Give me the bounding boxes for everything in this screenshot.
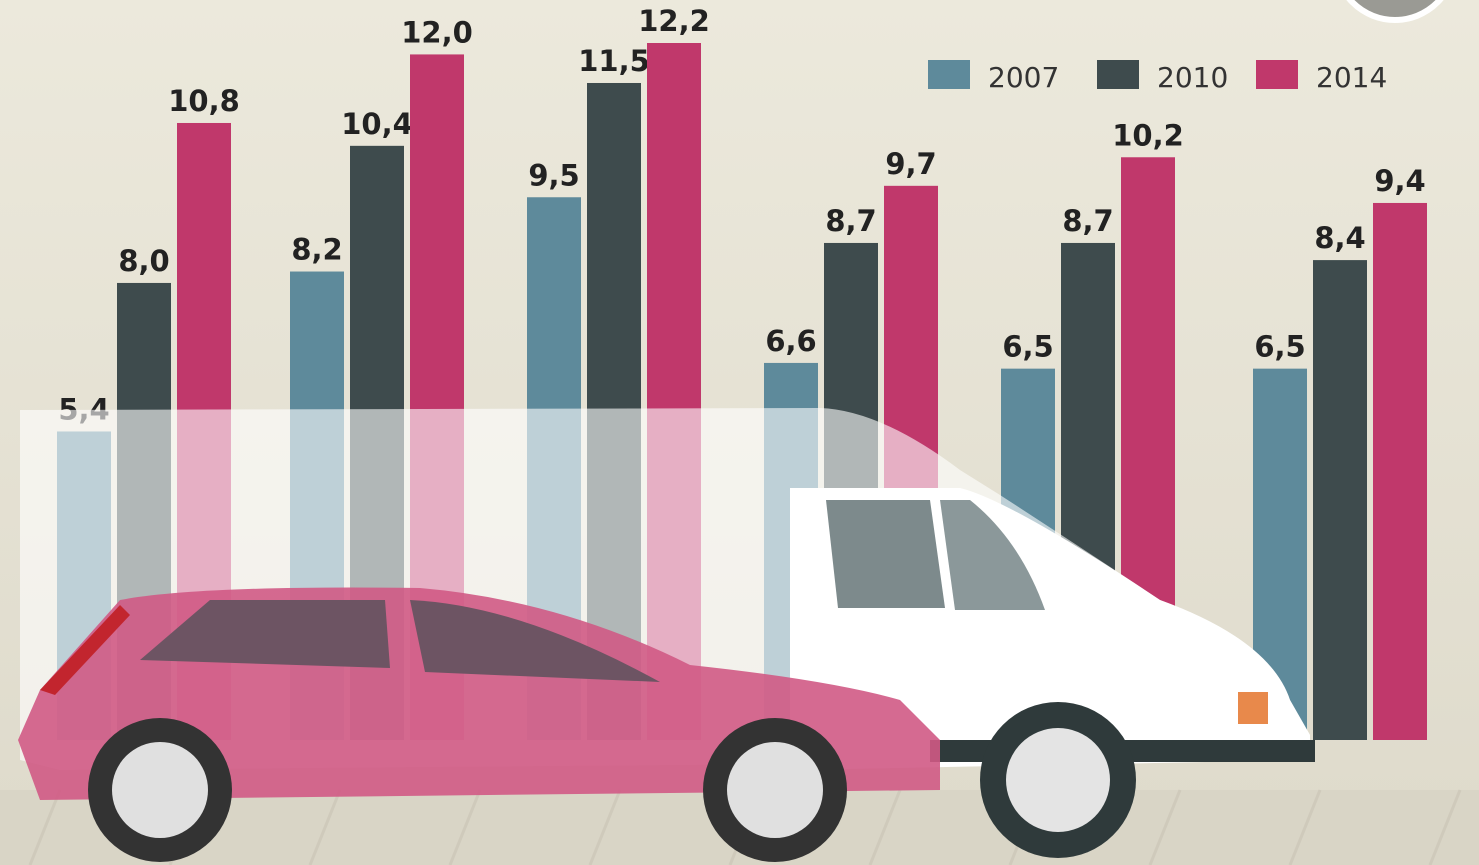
value-label: 12,0 (401, 15, 473, 49)
legend-label: 2014 (1316, 61, 1387, 94)
legend: 2007 2010 2014 (928, 60, 1387, 94)
value-label: 9,4 (1374, 164, 1425, 198)
value-label: 8,0 (118, 244, 169, 278)
legend-label: 2007 (988, 61, 1059, 94)
bar (1313, 260, 1367, 740)
value-label: 6,6 (765, 324, 816, 358)
bar (1373, 203, 1427, 740)
value-label: 9,5 (528, 158, 579, 192)
value-label: 12,2 (638, 4, 710, 38)
value-label: 10,8 (168, 84, 240, 118)
value-label: 9,7 (885, 147, 936, 181)
value-label: 8,4 (1314, 221, 1365, 255)
value-label: 8,7 (1062, 204, 1113, 238)
value-label: 8,2 (291, 233, 342, 267)
legend-swatch (1097, 60, 1139, 89)
value-label: 11,5 (578, 44, 650, 78)
legend-swatch (1256, 60, 1298, 89)
legend-label: 2010 (1157, 61, 1228, 94)
legend-swatch (928, 60, 970, 89)
value-label: 10,2 (1112, 118, 1184, 152)
value-label: 8,7 (825, 204, 876, 238)
value-label: 6,5 (1254, 330, 1305, 364)
value-label: 10,4 (341, 107, 413, 141)
chart: 5,48,010,88,210,412,09,511,512,26,68,79,… (0, 0, 1479, 865)
value-label: 6,5 (1002, 330, 1053, 364)
page: 5,48,010,88,210,412,09,511,512,26,68,79,… (0, 0, 1479, 865)
